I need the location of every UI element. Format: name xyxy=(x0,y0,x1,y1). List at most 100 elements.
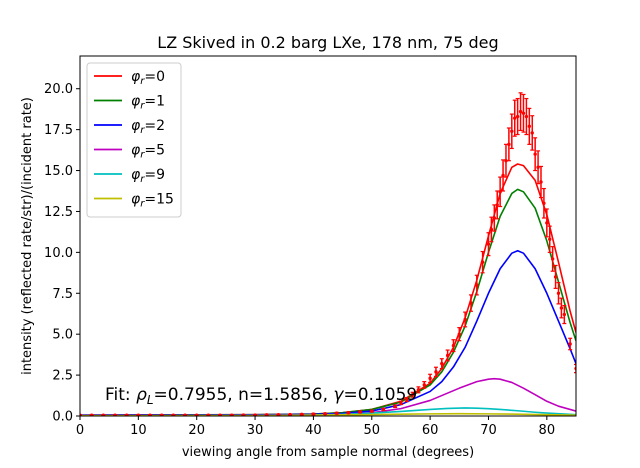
data-point xyxy=(492,216,497,220)
plot-area xyxy=(80,92,576,416)
data-point xyxy=(399,401,403,405)
data-point xyxy=(300,412,304,416)
y-axis-ticks: 0.0 2.5 5.0 7.5 10.0 12.5 15.0 17.5 20.0 xyxy=(44,82,80,425)
fit-rho-subscript: L xyxy=(147,393,154,407)
x-tick-label: 40 xyxy=(305,423,322,438)
data-point xyxy=(463,317,467,322)
data-point xyxy=(370,409,374,413)
x-axis-ticks: 0 10 20 30 40 50 60 70 80 xyxy=(76,416,555,438)
data-point xyxy=(486,242,491,246)
x-axis-label: viewing angle from sample normal (degree… xyxy=(182,445,474,460)
data-point xyxy=(323,412,327,416)
data-point xyxy=(89,413,94,416)
legend-symbol: φ xyxy=(131,192,141,208)
legend-subscript: r xyxy=(140,199,145,210)
data-point xyxy=(218,413,222,416)
data-point xyxy=(550,257,555,261)
data-point xyxy=(515,114,520,119)
legend-subscript: r xyxy=(140,125,145,136)
data-point xyxy=(230,413,234,416)
x-tick-label: 10 xyxy=(130,423,147,438)
data-point xyxy=(548,237,552,241)
data-point xyxy=(521,111,526,115)
legend-label-0: φr=0 xyxy=(131,69,165,87)
legend-value: =15 xyxy=(144,192,174,208)
data-point xyxy=(504,159,508,163)
chart-title: LZ Skived in 0.2 barg LXe, 178 nm, 75 de… xyxy=(157,33,498,52)
data-point xyxy=(507,142,511,147)
x-tick-label: 30 xyxy=(247,423,264,438)
legend-value: =5 xyxy=(144,143,165,159)
data-point xyxy=(393,404,397,408)
data-point xyxy=(513,116,517,120)
data-point xyxy=(124,413,129,416)
data-point xyxy=(136,413,141,416)
x-tick-label: 70 xyxy=(480,423,497,438)
legend-symbol: φ xyxy=(131,118,141,134)
legend-value: =2 xyxy=(144,118,165,134)
data-point xyxy=(113,413,117,416)
data-point xyxy=(518,109,523,114)
data-point xyxy=(475,283,479,287)
data-point xyxy=(539,180,543,184)
x-tick-label: 0 xyxy=(76,423,84,438)
data-point xyxy=(556,291,561,295)
x-tick-label: 80 xyxy=(539,423,556,438)
data-point xyxy=(311,412,316,416)
legend-label-1: φr=1 xyxy=(131,94,165,112)
legend-subscript: r xyxy=(140,174,145,185)
legend-symbol: φ xyxy=(131,167,141,183)
legend-box xyxy=(86,62,182,218)
data-point xyxy=(545,221,549,225)
y-tick-label: 5.0 xyxy=(52,328,73,343)
data-point xyxy=(101,413,106,416)
legend-subscript: r xyxy=(140,150,145,161)
legend-label-3: φr=5 xyxy=(131,143,165,161)
fit-prefix: Fit: xyxy=(105,385,136,405)
fit-gamma-symbol: γ xyxy=(333,385,344,405)
y-tick-label: 12.5 xyxy=(44,205,73,220)
y-tick-label: 10.0 xyxy=(44,246,73,261)
data-point xyxy=(410,393,415,397)
data-point xyxy=(457,332,461,336)
data-point xyxy=(253,413,257,416)
legend-label-4: φr=9 xyxy=(131,167,165,185)
legend-symbol: φ xyxy=(131,94,141,110)
legend: φr=0φr=1φr=2φr=5φr=9φr=15 xyxy=(86,62,182,218)
data-point xyxy=(510,129,514,133)
data-point xyxy=(469,301,473,305)
legend-value: =1 xyxy=(144,94,165,110)
fit-annotation: Fit: ρL=0.7955, n=1.5856, γ=0.1059 xyxy=(105,385,417,407)
data-point xyxy=(381,407,386,412)
data-point xyxy=(445,353,450,358)
axes-frame xyxy=(79,55,577,417)
data-point xyxy=(498,190,502,194)
data-point xyxy=(489,227,494,232)
y-tick-label: 2.5 xyxy=(52,369,73,384)
data-point xyxy=(553,275,558,279)
fit-rho-symbol: ρ xyxy=(136,385,147,405)
data-point xyxy=(416,388,421,392)
data-point xyxy=(495,203,499,207)
legend-label-2: φr=2 xyxy=(131,118,165,136)
data-point xyxy=(148,413,152,416)
legend-symbol: φ xyxy=(131,143,141,159)
data-point xyxy=(265,413,269,416)
data-point xyxy=(171,413,176,416)
x-tick-label: 50 xyxy=(363,423,380,438)
data-point xyxy=(288,412,292,416)
x-tick-label: 60 xyxy=(422,423,439,438)
data-point xyxy=(195,413,199,416)
data-point xyxy=(530,131,534,135)
data-point xyxy=(568,342,572,346)
data-point xyxy=(241,413,246,416)
data-point xyxy=(276,412,281,416)
y-tick-label: 17.5 xyxy=(44,123,73,138)
legend-subscript: r xyxy=(140,101,145,112)
data-point xyxy=(533,152,537,156)
y-tick-label: 0.0 xyxy=(52,410,73,425)
legend-value: =9 xyxy=(144,167,165,183)
data-point xyxy=(562,312,567,317)
data-point xyxy=(559,306,564,310)
legend-symbol: φ xyxy=(131,69,141,85)
